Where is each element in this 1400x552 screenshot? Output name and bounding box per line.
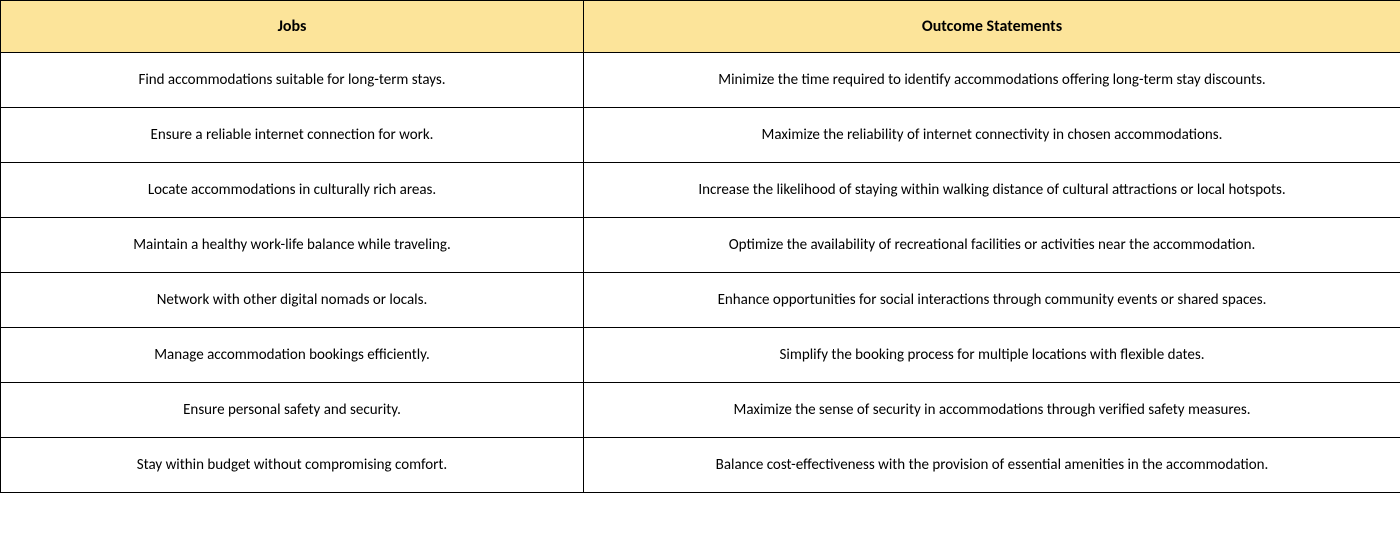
- jobs-cell: Ensure personal safety and security.: [1, 383, 584, 438]
- outcomes-cell: Minimize the time required to identify a…: [584, 53, 1400, 108]
- outcomes-cell: Maximize the reliability of internet con…: [584, 108, 1400, 163]
- outcomes-cell: Increase the likelihood of staying withi…: [584, 163, 1400, 218]
- outcomes-cell: Maximize the sense of security in accomm…: [584, 383, 1400, 438]
- jobs-cell: Maintain a healthy work-life balance whi…: [1, 218, 584, 273]
- jobs-cell: Manage accommodation bookings efficientl…: [1, 328, 584, 383]
- table-row: Locate accommodations in culturally rich…: [1, 163, 1400, 218]
- outcomes-cell: Optimize the availability of recreationa…: [584, 218, 1400, 273]
- table-row: Stay within budget without compromising …: [1, 438, 1400, 493]
- jobs-cell: Stay within budget without compromising …: [1, 438, 584, 493]
- jobs-cell: Find accommodations suitable for long-te…: [1, 53, 584, 108]
- table-row: Maintain a healthy work-life balance whi…: [1, 218, 1400, 273]
- table-header-row: Jobs Outcome Statements: [1, 1, 1400, 53]
- table-row: Find accommodations suitable for long-te…: [1, 53, 1400, 108]
- table-row: Ensure personal safety and security. Max…: [1, 383, 1400, 438]
- table-header: Jobs Outcome Statements: [1, 1, 1400, 53]
- table-row: Network with other digital nomads or loc…: [1, 273, 1400, 328]
- jobs-cell: Locate accommodations in culturally rich…: [1, 163, 584, 218]
- jobs-cell: Ensure a reliable internet connection fo…: [1, 108, 584, 163]
- outcomes-cell: Simplify the booking process for multipl…: [584, 328, 1400, 383]
- outcomes-cell: Enhance opportunities for social interac…: [584, 273, 1400, 328]
- column-header-jobs: Jobs: [1, 1, 584, 53]
- table-row: Ensure a reliable internet connection fo…: [1, 108, 1400, 163]
- table-row: Manage accommodation bookings efficientl…: [1, 328, 1400, 383]
- table-body: Find accommodations suitable for long-te…: [1, 53, 1400, 493]
- jobs-cell: Network with other digital nomads or loc…: [1, 273, 584, 328]
- column-header-outcomes: Outcome Statements: [584, 1, 1400, 53]
- jobs-outcomes-table: Jobs Outcome Statements Find accommodati…: [0, 0, 1400, 493]
- outcomes-cell: Balance cost-effectiveness with the prov…: [584, 438, 1400, 493]
